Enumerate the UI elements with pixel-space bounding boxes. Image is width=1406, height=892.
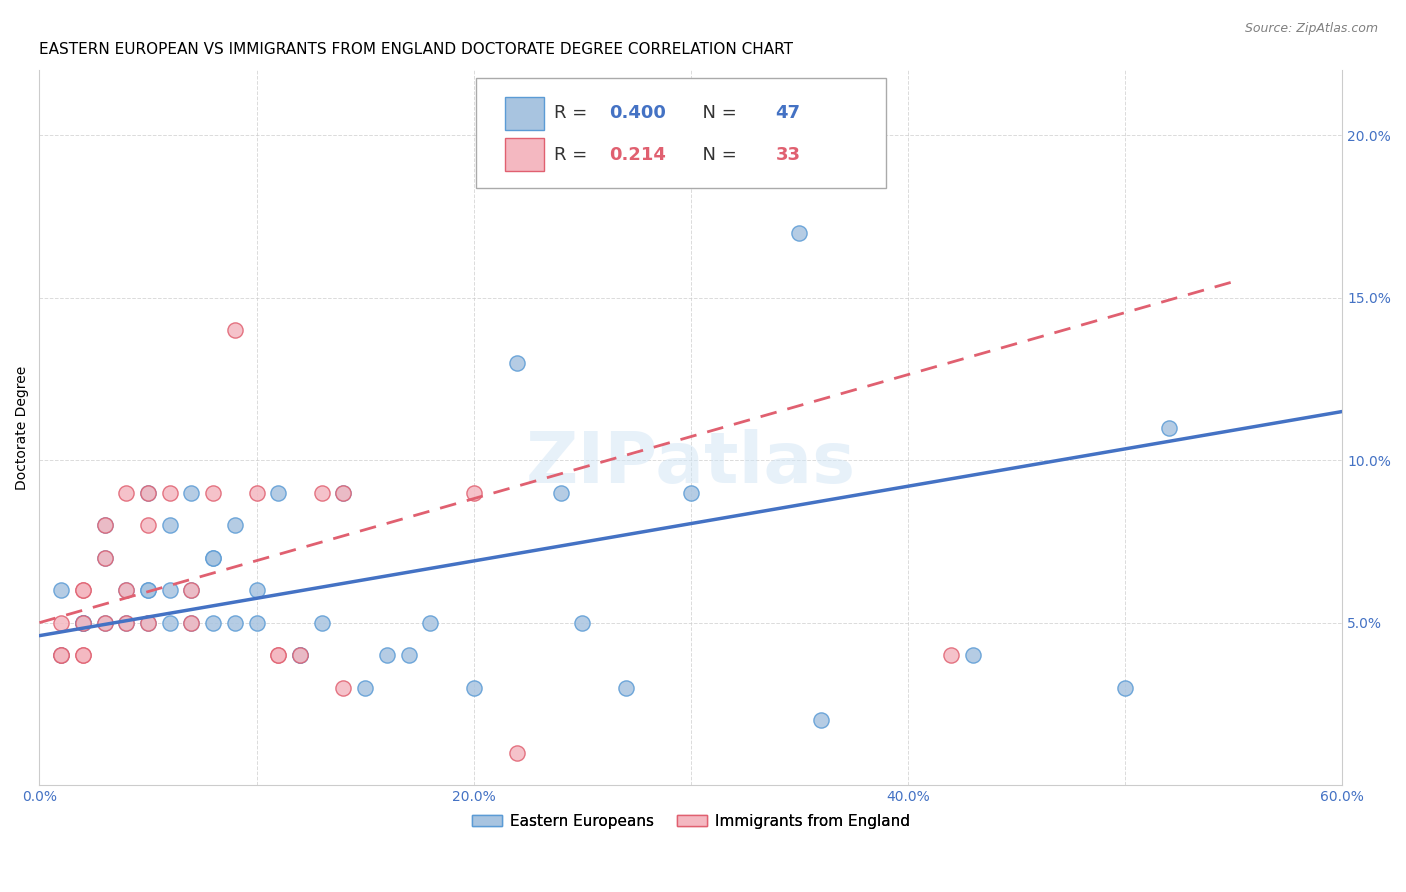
Text: 47: 47 [776, 104, 800, 122]
Point [136, 518, 159, 533]
Text: R =: R = [554, 145, 593, 164]
Point [288, 648, 311, 662]
Point [419, 615, 441, 630]
Point [159, 518, 181, 533]
Point [332, 681, 354, 695]
Point [93, 550, 115, 565]
Point [159, 615, 181, 630]
Text: N =: N = [690, 104, 742, 122]
Point [332, 485, 354, 500]
Point [245, 583, 267, 598]
Point [202, 615, 225, 630]
Point [93, 550, 115, 565]
Point [136, 485, 159, 500]
Point [202, 550, 225, 565]
Point [224, 323, 246, 337]
Point [72, 615, 94, 630]
Point [288, 648, 311, 662]
Point [49, 648, 72, 662]
Point [810, 713, 832, 727]
Point [180, 615, 202, 630]
Point [463, 485, 485, 500]
Point [115, 485, 138, 500]
Point [202, 550, 225, 565]
Point [202, 485, 225, 500]
Point [375, 648, 398, 662]
Point [506, 746, 529, 760]
Point [93, 518, 115, 533]
Point [180, 615, 202, 630]
Text: ZIPatlas: ZIPatlas [526, 429, 856, 498]
Point [398, 648, 420, 662]
Point [941, 648, 963, 662]
Point [49, 648, 72, 662]
Point [245, 615, 267, 630]
Point [614, 681, 637, 695]
Point [159, 485, 181, 500]
Point [311, 615, 333, 630]
Point [506, 356, 529, 370]
Point [72, 648, 94, 662]
Point [115, 583, 138, 598]
Point [180, 583, 202, 598]
Point [93, 615, 115, 630]
Text: 0.400: 0.400 [609, 104, 665, 122]
Point [288, 648, 311, 662]
Point [267, 648, 290, 662]
Point [550, 485, 572, 500]
Point [159, 583, 181, 598]
Point [49, 615, 72, 630]
Point [136, 485, 159, 500]
Point [354, 681, 377, 695]
Point [72, 583, 94, 598]
Point [136, 583, 159, 598]
Point [180, 583, 202, 598]
Point [962, 648, 984, 662]
Point [224, 518, 246, 533]
Point [93, 518, 115, 533]
Point [789, 226, 811, 240]
Y-axis label: Doctorate Degree: Doctorate Degree [15, 366, 30, 490]
Point [93, 615, 115, 630]
Point [180, 485, 202, 500]
Text: R =: R = [554, 104, 593, 122]
Point [72, 648, 94, 662]
Point [224, 615, 246, 630]
Point [571, 615, 593, 630]
Point [72, 615, 94, 630]
Point [136, 615, 159, 630]
Point [136, 583, 159, 598]
Point [831, 161, 853, 175]
Point [267, 648, 290, 662]
Text: 0.214: 0.214 [609, 145, 665, 164]
Point [311, 485, 333, 500]
Point [49, 583, 72, 598]
Text: Source: ZipAtlas.com: Source: ZipAtlas.com [1244, 22, 1378, 36]
Point [267, 485, 290, 500]
Point [115, 615, 138, 630]
Point [72, 615, 94, 630]
Point [72, 583, 94, 598]
Point [332, 485, 354, 500]
Point [463, 681, 485, 695]
Point [1157, 421, 1180, 435]
Point [72, 615, 94, 630]
Legend: Eastern Europeans, Immigrants from England: Eastern Europeans, Immigrants from Engla… [465, 807, 917, 835]
Point [115, 583, 138, 598]
Point [115, 615, 138, 630]
Point [49, 648, 72, 662]
Text: 33: 33 [776, 145, 800, 164]
Point [136, 615, 159, 630]
Text: N =: N = [690, 145, 742, 164]
Point [679, 485, 702, 500]
Bar [505, 138, 544, 171]
Point [245, 485, 267, 500]
Text: EASTERN EUROPEAN VS IMMIGRANTS FROM ENGLAND DOCTORATE DEGREE CORRELATION CHART: EASTERN EUROPEAN VS IMMIGRANTS FROM ENGL… [39, 42, 793, 57]
Point [1114, 681, 1136, 695]
FancyBboxPatch shape [475, 78, 886, 188]
Bar [505, 97, 544, 129]
